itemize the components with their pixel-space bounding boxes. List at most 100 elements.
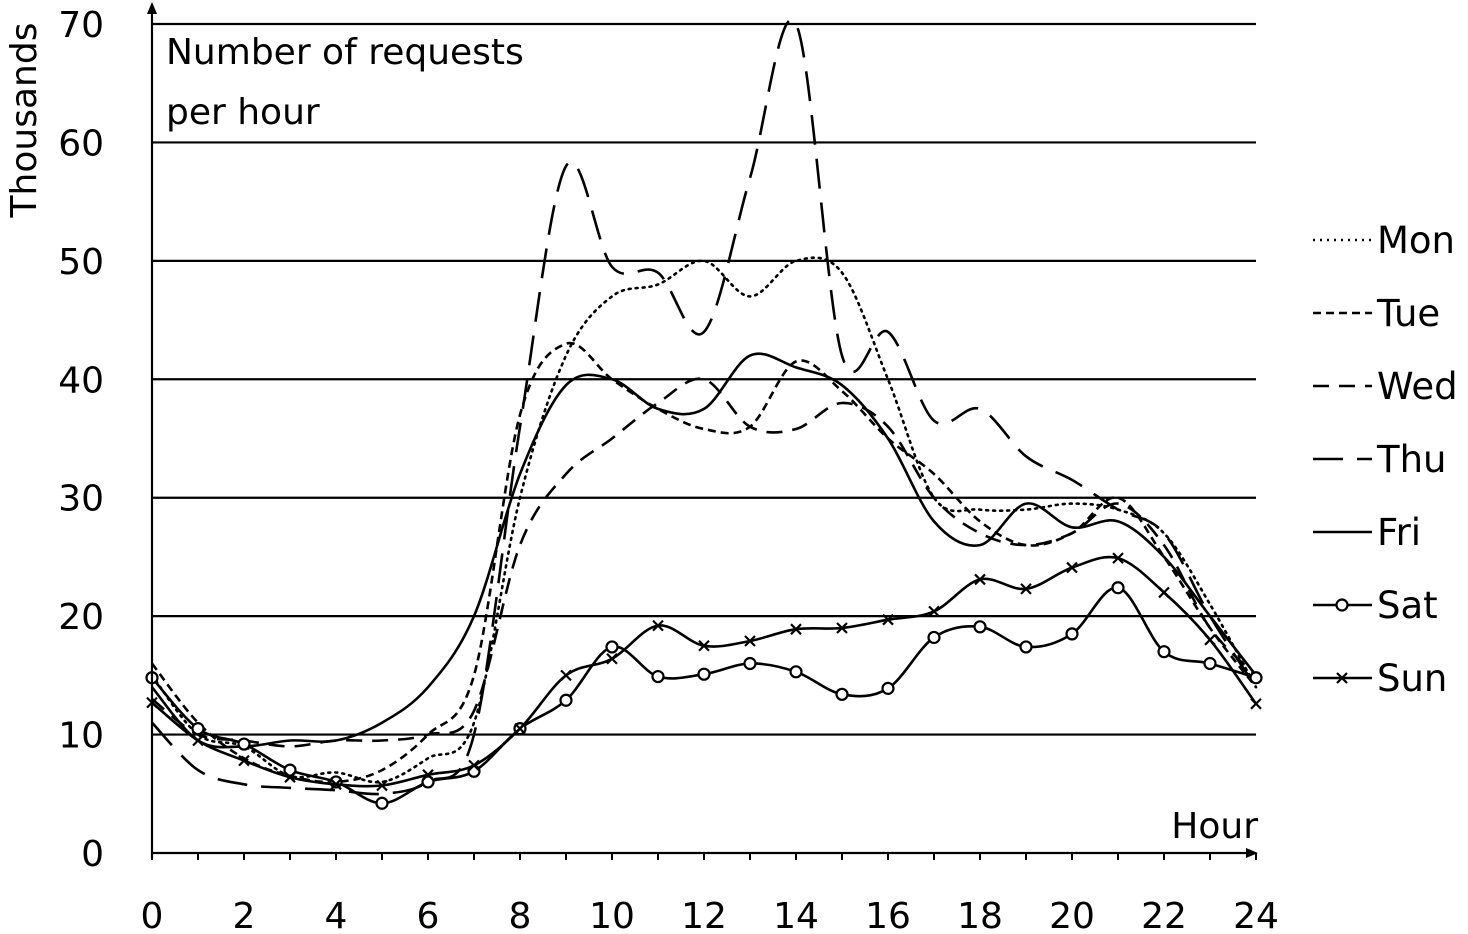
x-tick-label: 24 — [1233, 896, 1279, 934]
data-point-sat — [559, 693, 573, 707]
data-point-sat — [1111, 581, 1125, 595]
data-point-sun — [1158, 586, 1170, 599]
series-line-sat — [151, 586, 1257, 805]
data-point-sun — [836, 622, 848, 634]
legend-item-sat: Sat — [1313, 584, 1438, 627]
y-tick-labels: 0 10 20 30 40 50 60 70 — [58, 5, 104, 875]
legend-label: Sat — [1377, 584, 1438, 627]
data-point-sun — [284, 771, 296, 783]
legend-label: Wed — [1377, 365, 1458, 408]
data-point-sat — [1249, 671, 1263, 685]
x-tick-label: 10 — [589, 896, 635, 934]
series-mon — [150, 256, 1258, 784]
data-point-sat — [697, 667, 711, 681]
x-tick-label: 2 — [233, 896, 256, 934]
legend-item-fri: Fri — [1313, 511, 1421, 554]
x-tick-label: 14 — [773, 896, 819, 934]
series-line-thu — [151, 18, 1258, 796]
chart-title-line-2: per hour — [166, 92, 320, 133]
y-tick-label: 40 — [58, 360, 104, 401]
x-tick-label: 4 — [325, 896, 348, 934]
legend-item-thu: Thu — [1313, 438, 1447, 481]
legend-item-mon: Mon — [1313, 219, 1455, 262]
gridlines — [152, 22, 1256, 736]
data-point-sun — [698, 639, 710, 652]
data-point-sat — [283, 763, 297, 777]
data-point-sun — [468, 759, 480, 772]
x-tick-label: 20 — [1049, 896, 1095, 934]
data-point-sun — [882, 613, 894, 626]
data-point-sat — [743, 656, 757, 671]
y-tick-label: 60 — [58, 123, 104, 164]
data-point-sat — [375, 796, 389, 810]
y-axis-arrow — [147, 2, 157, 14]
data-point-sat — [651, 669, 665, 684]
data-point-sun — [376, 779, 388, 792]
data-point-sun — [1204, 634, 1216, 646]
data-point-sun — [192, 734, 204, 747]
x-tick-labels: 0 2 4 6 8 10 12 14 16 18 20 22 24 — [141, 896, 1279, 934]
y-tick-label: 70 — [58, 5, 104, 46]
data-point-sat — [973, 620, 987, 634]
data-point-sun — [422, 769, 434, 781]
series-lines — [145, 18, 1263, 810]
data-point-sun — [790, 623, 802, 635]
data-point-sun — [652, 619, 664, 632]
series-line-mon — [150, 256, 1258, 784]
data-point-sun — [1112, 552, 1124, 564]
x-tick-label: 18 — [957, 896, 1003, 934]
data-point-sun — [1066, 561, 1078, 574]
data-point-sun — [606, 652, 618, 665]
chart-title-line-1: Number of requests — [166, 32, 524, 73]
legend-item-wed: Wed — [1313, 365, 1458, 408]
data-point-sat — [1157, 645, 1171, 659]
data-point-sat — [1065, 627, 1079, 641]
series-sun — [146, 552, 1262, 792]
x-tick-label: 8 — [509, 896, 532, 934]
x-tick-label: 6 — [417, 896, 440, 934]
legend-item-tue: Tue — [1313, 292, 1440, 335]
legend-label: Thu — [1376, 438, 1447, 481]
data-point-sat — [1019, 640, 1033, 654]
legend-marker — [1335, 598, 1349, 612]
data-point-sun — [1020, 583, 1032, 595]
x-tick-label: 12 — [681, 896, 727, 934]
legend-item-sun: Sun — [1313, 657, 1447, 700]
data-point-sat — [835, 687, 849, 701]
x-tick-label: 0 — [141, 896, 164, 934]
data-point-sat — [881, 681, 895, 695]
y-axis-label: Thousands — [4, 23, 45, 219]
data-point-sun — [928, 605, 940, 618]
y-tick-label: 0 — [81, 834, 104, 875]
x-tick-label: 16 — [865, 896, 911, 934]
series-wed — [151, 377, 1257, 748]
y-tick-label: 50 — [58, 242, 104, 283]
data-point-sat — [421, 775, 435, 789]
legend-marker — [1336, 672, 1348, 684]
data-point-sun — [744, 635, 756, 647]
data-point-sat — [605, 640, 619, 654]
data-point-sat — [927, 630, 941, 645]
axes — [147, 2, 1258, 860]
series-line-wed — [151, 377, 1257, 748]
data-point-sun — [514, 722, 526, 735]
legend-label: Mon — [1377, 219, 1455, 262]
legend: Mon Tue Wed Thu Fri Sat Sun — [1313, 219, 1458, 700]
data-point-sun — [560, 669, 572, 682]
series-fri — [151, 352, 1258, 749]
x-axis-label: Hour — [1171, 806, 1258, 847]
y-tick-label: 10 — [58, 716, 104, 757]
data-point-sat — [237, 737, 251, 751]
y-tick-label: 20 — [58, 597, 104, 638]
data-point-sat — [789, 665, 803, 679]
series-line-fri — [151, 352, 1258, 749]
legend-label: Sun — [1377, 657, 1447, 700]
data-point-sun — [1250, 698, 1262, 710]
series-thu — [151, 18, 1258, 796]
legend-label: Fri — [1377, 511, 1421, 554]
x-axis-arrow — [1246, 848, 1258, 858]
data-point-sat — [1203, 656, 1217, 671]
data-point-sun — [238, 754, 250, 767]
data-point-sun — [974, 573, 986, 586]
